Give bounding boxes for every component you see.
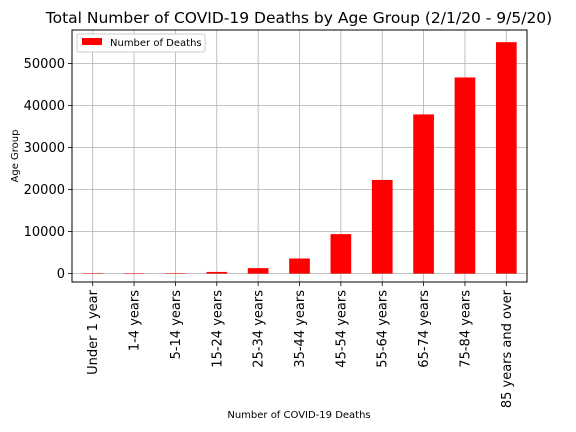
x-tick-label: 75-84 years: [458, 290, 473, 368]
y-tick-label: 10000: [24, 225, 65, 240]
bar: [165, 273, 186, 274]
bar: [206, 271, 228, 274]
legend-label: Number of Deaths: [110, 38, 202, 49]
y-tick-label: 20000: [24, 183, 65, 198]
y-tick-label: 40000: [24, 99, 65, 114]
bar: [123, 273, 145, 275]
x-axis-label: Number of COVID-19 Deaths: [227, 410, 370, 421]
bar: [413, 114, 434, 274]
bars: [82, 42, 517, 275]
x-tick-label: 45-54 years: [334, 290, 349, 368]
bar: [82, 273, 104, 275]
bar: [454, 77, 476, 274]
y-tick-label: 0: [57, 267, 65, 282]
bar: [330, 234, 352, 274]
x-tick-label: 65-74 years: [417, 290, 432, 368]
y-tick-label: 50000: [24, 57, 65, 72]
x-axis: Under 1 year 1-4 years 5-14 years 15-24 yea…: [86, 282, 515, 408]
x-tick-label: 25-34 years: [252, 290, 267, 368]
legend-swatch: [82, 38, 102, 45]
legend-box: [76, 33, 206, 53]
y-axis: 0 10000 20000 30000 40000 50000: [24, 57, 72, 282]
x-tick-label: 55-64 years: [376, 290, 391, 368]
x-tick-label: 85 years and over: [500, 289, 515, 408]
bar: [371, 179, 393, 274]
x-tick-label: 35-44 years: [293, 290, 308, 368]
chart-title: Total Number of COVID-19 Deaths by Age G…: [45, 9, 552, 27]
x-tick-label: 1-4 years: [128, 290, 143, 351]
legend: Number of Deaths: [76, 33, 206, 53]
bar: [289, 258, 310, 274]
y-axis-label: Age Group: [10, 130, 21, 183]
x-tick-label: 15-24 years: [210, 290, 225, 368]
x-tick-label: Under 1 year: [86, 289, 101, 375]
bar: [247, 268, 269, 274]
y-tick-label: 30000: [24, 141, 65, 156]
x-tick-label: 5-14 years: [169, 290, 184, 360]
bar: [495, 42, 517, 274]
